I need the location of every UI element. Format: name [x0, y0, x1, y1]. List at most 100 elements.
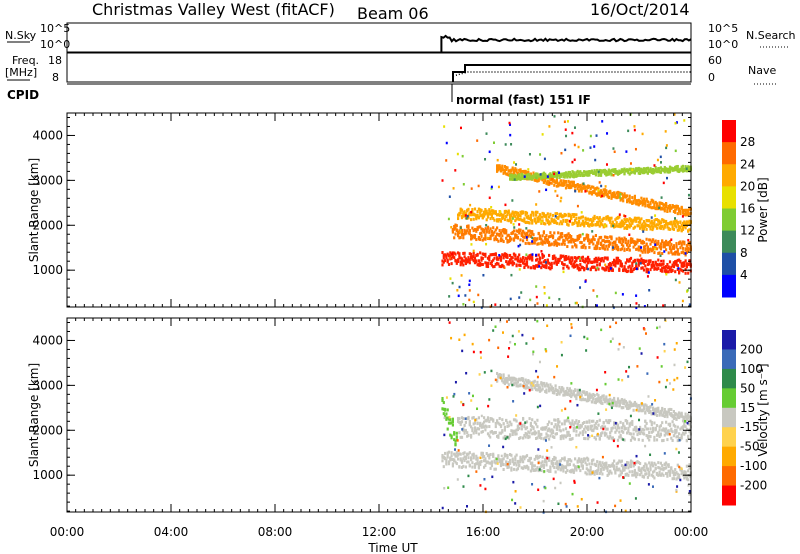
nsky-trace [440, 34, 692, 52]
echo-cell [596, 392, 599, 396]
echo-cell [632, 436, 635, 440]
echo-cell [587, 222, 590, 226]
echo-cell [483, 214, 486, 218]
echo-cell [455, 435, 458, 439]
echo-cell [688, 207, 691, 211]
echo-cell [626, 168, 629, 172]
echo-cell [501, 253, 504, 257]
echo-cell [620, 263, 623, 267]
echo-cell [614, 262, 617, 266]
echo-cell [535, 178, 538, 182]
echo-cell [676, 228, 679, 232]
echo-cell [510, 256, 513, 260]
echo-cell [555, 242, 558, 246]
echo-cell [507, 355, 510, 358]
echo-cell [649, 453, 652, 457]
echo-cell [655, 263, 659, 267]
echo-cell [592, 265, 595, 269]
echo-cell [511, 211, 514, 215]
echo-cell [507, 424, 510, 428]
echo-cell [561, 422, 564, 426]
echo-cell [587, 170, 590, 174]
echo-cell [524, 455, 527, 459]
echo-cell [572, 265, 575, 269]
echo-cell [572, 184, 575, 188]
echo-cell [586, 456, 589, 460]
echo-cell [618, 459, 621, 463]
echo-cell [453, 256, 456, 260]
echo-cell [551, 431, 555, 435]
echo-cell [626, 218, 629, 222]
echo-cell [663, 428, 666, 432]
echo-cell [486, 416, 490, 420]
echo-cell [460, 420, 464, 424]
echo-cell [674, 431, 677, 435]
echo-cell [528, 257, 531, 261]
echo-cell [467, 226, 470, 230]
echo-cell [467, 231, 470, 235]
echo-cell [524, 213, 527, 217]
echo-cell [475, 457, 478, 461]
echo-cell [507, 260, 510, 264]
echo-cell [493, 237, 496, 241]
echo-cell [499, 169, 503, 173]
echo-cell [564, 502, 567, 506]
echo-cell [541, 215, 544, 219]
echo-cell [559, 435, 562, 439]
echo-cell [545, 382, 548, 386]
echo-cell [555, 427, 558, 431]
echo-cell [477, 464, 480, 468]
echo-cell [590, 170, 594, 174]
echo-cell [514, 432, 517, 436]
echo-cell [662, 468, 665, 472]
echo-cell [661, 464, 664, 468]
echo-cell [648, 249, 651, 253]
echo-cell [611, 241, 614, 245]
echo-cell [470, 187, 473, 190]
echo-cell [538, 454, 542, 458]
echo-cell [680, 251, 683, 255]
echo-cell [592, 237, 595, 241]
echo-cell [449, 433, 452, 437]
echo-cell [645, 267, 648, 271]
echo-cell [593, 394, 596, 398]
echo-cell [659, 411, 662, 415]
echo-cell [685, 262, 688, 266]
echo-cell [503, 228, 506, 232]
echo-cell [502, 171, 505, 175]
echo-cell [483, 237, 486, 241]
echo-cell [600, 171, 603, 175]
echo-cell [615, 261, 618, 265]
echo-cell [499, 231, 503, 235]
echo-cell [590, 424, 594, 428]
echo-cell [624, 215, 627, 218]
echo-cell [616, 400, 620, 404]
echo-cell [667, 270, 670, 274]
echo-cell [464, 455, 467, 459]
echo-cell [635, 247, 638, 251]
echo-cell [585, 259, 588, 263]
echo-cell [475, 454, 478, 458]
echo-cell [597, 258, 600, 262]
echo-cell [511, 199, 514, 202]
echo-cell [641, 438, 644, 442]
echo-cell [615, 465, 618, 469]
echo-cell [611, 401, 614, 405]
echo-cell [618, 215, 621, 219]
echo-cell [460, 258, 464, 262]
echo-cell [660, 161, 663, 164]
echo-cell [519, 210, 522, 214]
echo-cell [663, 342, 666, 346]
echo-cell [559, 481, 562, 485]
echo-cell [655, 433, 659, 437]
echo-cell [525, 215, 529, 219]
echo-cell [554, 384, 557, 388]
echo-cell [678, 228, 681, 232]
echo-cell [656, 356, 659, 359]
echo-cell [657, 433, 660, 437]
echo-cell [616, 468, 620, 472]
echo-cell [546, 221, 549, 225]
echo-cell [674, 210, 677, 214]
echo-cell [683, 424, 686, 428]
echo-cell [472, 251, 475, 255]
